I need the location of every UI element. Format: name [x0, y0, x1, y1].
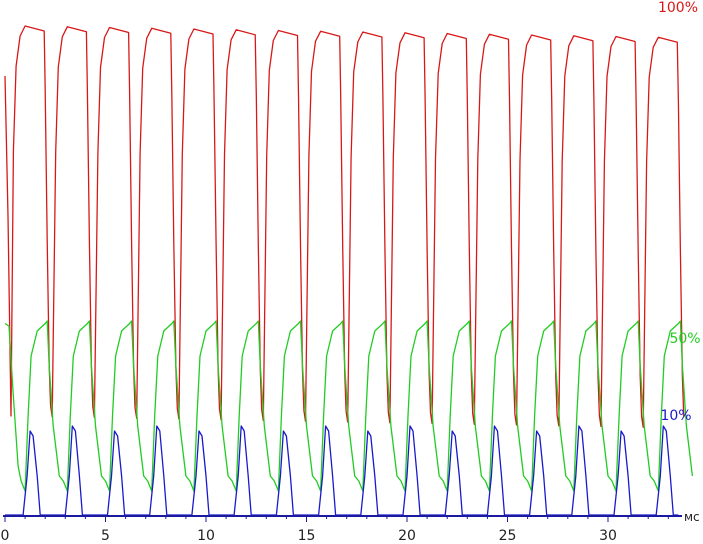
series-10-label: 10% [660, 408, 691, 424]
series-layer [4, 25, 694, 516]
x-tick-label: 30 [599, 528, 617, 544]
series-50-label: 50% [669, 331, 700, 347]
x-tick-label: 10 [197, 528, 215, 544]
x-tick-labels: 0 5 10 15 20 25 30 [1, 528, 617, 544]
series-100-line [4, 25, 685, 428]
series-10-line [5, 425, 679, 516]
series-50-line [4, 320, 694, 492]
series-labels: 100% 50% 10% [658, 0, 701, 424]
series-100-label: 100% [658, 0, 698, 16]
x-tick-label: 5 [101, 528, 110, 544]
x-tick-label: 25 [499, 528, 517, 544]
x-tick-label: 20 [398, 528, 416, 544]
x-axis-unit: мс [684, 510, 700, 524]
x-axis [3, 515, 682, 522]
x-tick-label: 0 [1, 528, 10, 544]
x-tick-label: 15 [298, 528, 316, 544]
